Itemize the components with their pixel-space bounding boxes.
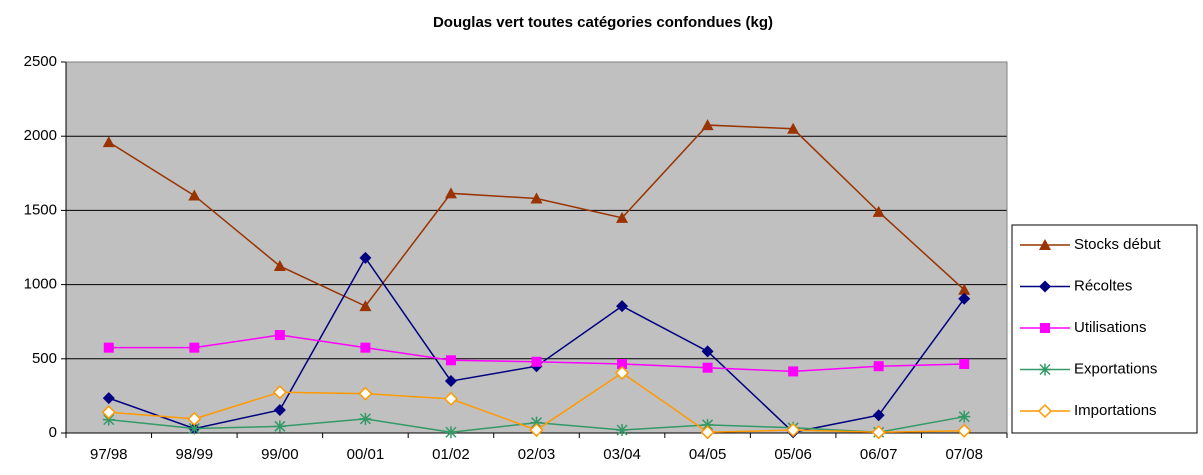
x-tick-label: 99/00 bbox=[261, 446, 299, 463]
data-point bbox=[871, 425, 886, 440]
data-point bbox=[617, 358, 628, 369]
y-tick-label: 2500 bbox=[24, 53, 57, 70]
data-point bbox=[958, 283, 971, 295]
legend-label: Importations bbox=[1074, 402, 1157, 419]
y-tick-label: 2000 bbox=[24, 127, 57, 144]
data-point bbox=[700, 425, 715, 440]
data-point bbox=[614, 365, 630, 380]
data-point bbox=[788, 366, 799, 377]
data-point bbox=[272, 385, 287, 400]
data-point bbox=[102, 392, 115, 405]
data-point bbox=[616, 211, 629, 223]
data-point bbox=[101, 405, 116, 420]
data-point bbox=[957, 423, 972, 438]
data-point bbox=[273, 420, 286, 433]
data-point bbox=[616, 300, 629, 313]
data-point bbox=[358, 386, 373, 401]
legend-marker bbox=[1037, 403, 1053, 419]
data-point bbox=[958, 410, 971, 423]
y-tick-label: 500 bbox=[32, 350, 57, 367]
legend-label: Exportations bbox=[1074, 360, 1157, 377]
x-tick-label: 04/05 bbox=[689, 446, 727, 463]
data-point bbox=[444, 187, 457, 199]
data-point bbox=[360, 342, 371, 353]
legend-marker bbox=[1039, 280, 1051, 293]
data-point bbox=[529, 422, 544, 438]
data-point bbox=[787, 122, 800, 134]
x-tick-label: 01/02 bbox=[432, 446, 470, 463]
data-point bbox=[273, 403, 286, 416]
x-tick-label: 98/99 bbox=[176, 446, 214, 463]
data-point bbox=[444, 375, 457, 388]
legend-label: Utilisations bbox=[1074, 319, 1147, 336]
data-point bbox=[616, 424, 629, 437]
data-point bbox=[444, 426, 457, 439]
x-tick-label: 02/03 bbox=[518, 446, 556, 463]
x-tick-label: 03/04 bbox=[603, 446, 641, 463]
x-tick-label: 00/01 bbox=[347, 446, 385, 463]
y-tick-label: 0 bbox=[49, 424, 57, 441]
data-point bbox=[102, 413, 115, 426]
legend-box bbox=[1011, 224, 1198, 434]
data-point bbox=[959, 358, 970, 369]
data-point bbox=[187, 411, 202, 426]
data-point bbox=[531, 356, 542, 367]
legend-label: Stocks début bbox=[1074, 236, 1162, 253]
data-point bbox=[102, 136, 115, 148]
data-point bbox=[530, 192, 543, 204]
y-tick-label: 1000 bbox=[24, 276, 57, 293]
data-point bbox=[273, 260, 286, 272]
legend-label: Récoltes bbox=[1074, 277, 1132, 294]
data-point bbox=[702, 362, 713, 373]
data-point bbox=[872, 205, 885, 217]
data-point bbox=[530, 416, 543, 429]
data-point bbox=[872, 409, 885, 422]
data-point bbox=[359, 300, 372, 312]
data-point bbox=[359, 251, 372, 264]
data-point bbox=[103, 342, 114, 353]
x-tick-label: 97/98 bbox=[90, 446, 128, 463]
plot-area bbox=[66, 62, 1007, 433]
data-point bbox=[873, 361, 884, 372]
chart-title: Douglas vert toutes catégories confondue… bbox=[433, 14, 773, 31]
x-tick-label: 05/06 bbox=[774, 446, 812, 463]
data-point bbox=[701, 345, 714, 358]
data-point bbox=[443, 391, 459, 406]
data-point bbox=[958, 292, 971, 305]
data-point bbox=[188, 422, 201, 435]
data-point bbox=[445, 355, 456, 366]
data-point bbox=[189, 342, 200, 353]
data-point bbox=[188, 189, 201, 201]
data-point bbox=[359, 412, 372, 425]
y-tick-label: 1500 bbox=[24, 201, 57, 218]
data-point bbox=[701, 119, 714, 131]
x-tick-label: 07/08 bbox=[945, 446, 983, 463]
legend-marker bbox=[1039, 239, 1051, 250]
data-point bbox=[786, 422, 801, 438]
data-point bbox=[701, 418, 714, 431]
legend-marker bbox=[1040, 323, 1050, 333]
x-tick-label: 06/07 bbox=[860, 446, 898, 463]
legend-marker bbox=[1039, 363, 1051, 376]
data-point bbox=[274, 330, 285, 341]
